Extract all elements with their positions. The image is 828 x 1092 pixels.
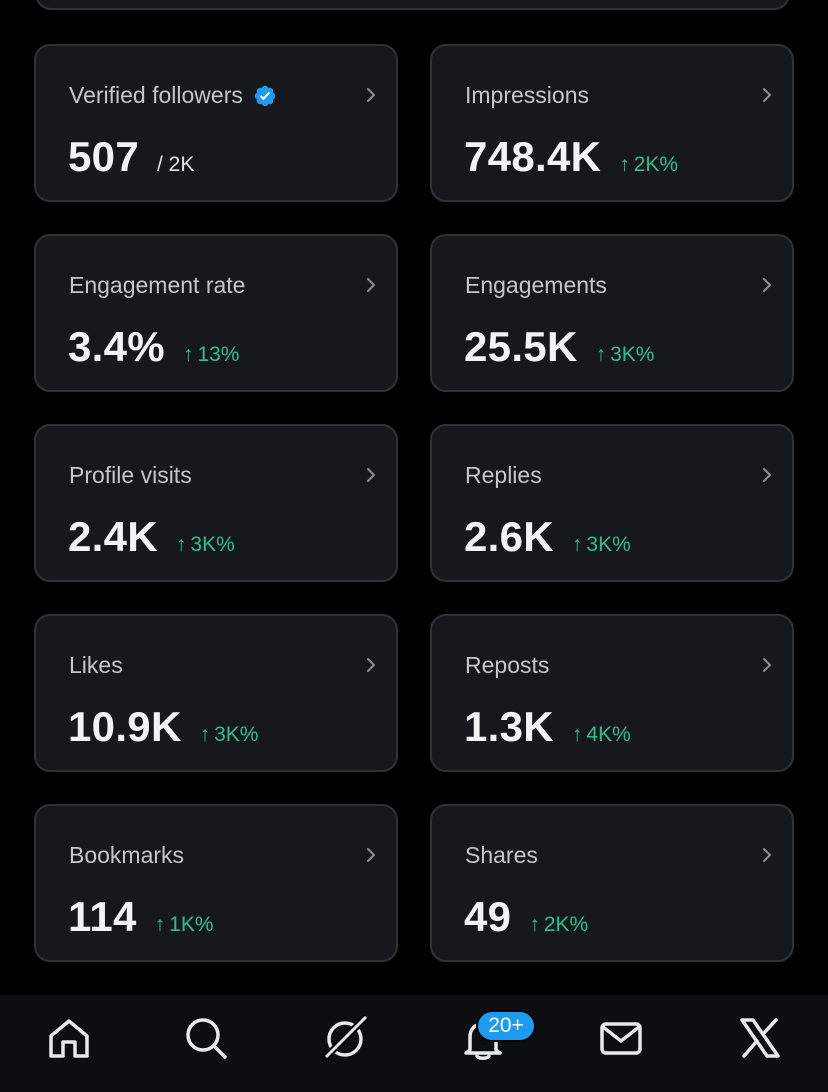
metric-delta-value: 3K%	[586, 533, 631, 556]
verified-badge-icon	[254, 85, 276, 106]
up-arrow-icon: ↑	[154, 913, 166, 936]
metric-label: Engagements	[465, 272, 607, 298]
metric-label: Impressions	[465, 82, 589, 108]
metric-label: Engagement rate	[69, 272, 246, 298]
metric-label-row: Shares	[465, 842, 538, 869]
metric-label: Reposts	[465, 652, 550, 678]
metric-label: Shares	[465, 842, 538, 868]
up-arrow-icon: ↑	[182, 343, 194, 366]
metric-label: Replies	[465, 462, 542, 488]
metric-card-replies[interactable]: Replies 2.6K ↑ 3K%	[430, 424, 794, 582]
metric-delta-value: 13%	[197, 343, 240, 366]
metric-delta-value: 3K%	[190, 533, 235, 556]
chevron-right-icon	[763, 468, 771, 482]
metric-card-verified-followers[interactable]: Verified followers 507 / 2K	[34, 44, 398, 202]
metric-delta: ↑ 13%	[183, 343, 240, 367]
previous-card-edge	[35, 0, 790, 10]
metric-value-row: 49 ↑ 2K%	[464, 893, 588, 941]
metric-label-row: Bookmarks	[69, 842, 184, 869]
up-arrow-icon: ↑	[175, 533, 187, 556]
metric-value-row: 25.5K ↑ 3K%	[464, 323, 654, 371]
metric-label-row: Engagement rate	[69, 272, 245, 299]
metric-delta-value: 2K%	[543, 913, 589, 936]
metric-delta: ↑ 3K%	[176, 533, 235, 557]
up-arrow-icon: ↑	[529, 913, 540, 936]
metric-delta: ↑ 2K%	[619, 153, 678, 177]
metric-card-reposts[interactable]: Reposts 1.3K ↑ 4K%	[430, 614, 794, 772]
metric-value-row: 507 / 2K	[68, 133, 194, 181]
metric-value-row: 3.4% ↑ 13%	[68, 323, 239, 371]
chevron-right-icon	[367, 848, 375, 862]
notification-count-badge: 20+	[476, 1010, 536, 1042]
metric-total: / 2K	[156, 153, 195, 176]
metric-label-row: Engagements	[465, 272, 607, 299]
metric-delta-value: 3K%	[214, 723, 259, 746]
metric-value-row: 748.4K ↑ 2K%	[464, 133, 678, 181]
metric-label: Verified followers	[69, 82, 243, 108]
chevron-right-icon	[367, 468, 375, 482]
metric-label: Profile visits	[69, 462, 192, 488]
chevron-right-icon	[763, 658, 771, 672]
metric-label-row: Replies	[465, 462, 542, 489]
metric-value: 3.4%	[68, 323, 165, 370]
metric-card-likes[interactable]: Likes 10.9K ↑ 3K%	[34, 614, 398, 772]
metric-value: 25.5K	[464, 323, 578, 370]
home-icon[interactable]	[46, 1015, 92, 1061]
metric-value: 49	[464, 893, 512, 940]
metric-card-bookmarks[interactable]: Bookmarks 114 ↑ 1K%	[34, 804, 398, 962]
metric-delta: ↑ 2K%	[529, 913, 588, 937]
metric-value: 2.4K	[68, 513, 158, 560]
up-arrow-icon: ↑	[571, 533, 583, 556]
grok-icon[interactable]	[322, 1015, 368, 1061]
metric-card-impressions[interactable]: Impressions 748.4K ↑ 2K%	[430, 44, 794, 202]
metric-value-row: 114 ↑ 1K%	[68, 893, 214, 941]
metric-value-row: 2.4K ↑ 3K%	[68, 513, 235, 561]
metric-delta: ↑ 4K%	[572, 723, 631, 747]
metric-label: Bookmarks	[69, 842, 185, 868]
metric-delta-value: 4K%	[586, 723, 631, 746]
up-arrow-icon: ↑	[571, 723, 583, 746]
search-icon[interactable]	[183, 1015, 229, 1061]
metric-value: 1.3K	[464, 703, 554, 750]
up-arrow-icon: ↑	[199, 723, 211, 746]
messages-envelope-icon[interactable]	[598, 1015, 644, 1061]
up-arrow-icon: ↑	[619, 153, 630, 176]
chevron-right-icon	[763, 848, 771, 862]
metric-label-row: Reposts	[465, 652, 549, 679]
metric-label-row: Likes	[69, 652, 123, 679]
chevron-right-icon	[763, 278, 771, 292]
metric-label-row: Profile visits	[69, 462, 192, 489]
chevron-right-icon	[367, 658, 375, 672]
metric-label: Likes	[69, 652, 123, 678]
up-arrow-icon: ↑	[595, 343, 607, 366]
metric-card-engagements[interactable]: Engagements 25.5K ↑ 3K%	[430, 234, 794, 392]
chevron-right-icon	[763, 88, 771, 102]
chevron-right-icon	[367, 88, 375, 102]
metric-card-profile-visits[interactable]: Profile visits 2.4K ↑ 3K%	[34, 424, 398, 582]
metric-delta: ↑ 1K%	[155, 913, 214, 937]
metric-value-row: 1.3K ↑ 4K%	[464, 703, 631, 751]
metric-card-engagement-rate[interactable]: Engagement rate 3.4% ↑ 13%	[34, 234, 398, 392]
metric-label-row: Impressions	[465, 82, 589, 109]
metric-value: 507	[68, 133, 139, 180]
metric-delta: ↑ 3K%	[596, 343, 655, 367]
metric-value: 2.6K	[464, 513, 554, 560]
metric-delta-value: 3K%	[610, 343, 655, 366]
metric-delta: ↑ 3K%	[572, 533, 631, 557]
metric-delta-value: 2K%	[633, 153, 679, 176]
metric-delta: ↑ 3K%	[200, 723, 259, 747]
metric-value-row: 10.9K ↑ 3K%	[68, 703, 258, 751]
metric-value: 10.9K	[68, 703, 182, 750]
metrics-grid: Verified followers 507 / 2K Impressions	[34, 44, 794, 962]
chevron-right-icon	[367, 278, 375, 292]
metric-value: 748.4K	[464, 133, 602, 180]
metric-label-row: Verified followers	[69, 82, 277, 109]
x-logo-icon[interactable]	[737, 1015, 783, 1061]
bottom-nav-bar	[0, 995, 828, 1092]
metric-delta-value: 1K%	[169, 913, 214, 936]
metric-value: 114	[68, 893, 137, 940]
metric-value-row: 2.6K ↑ 3K%	[464, 513, 631, 561]
metric-card-shares[interactable]: Shares 49 ↑ 2K%	[430, 804, 794, 962]
